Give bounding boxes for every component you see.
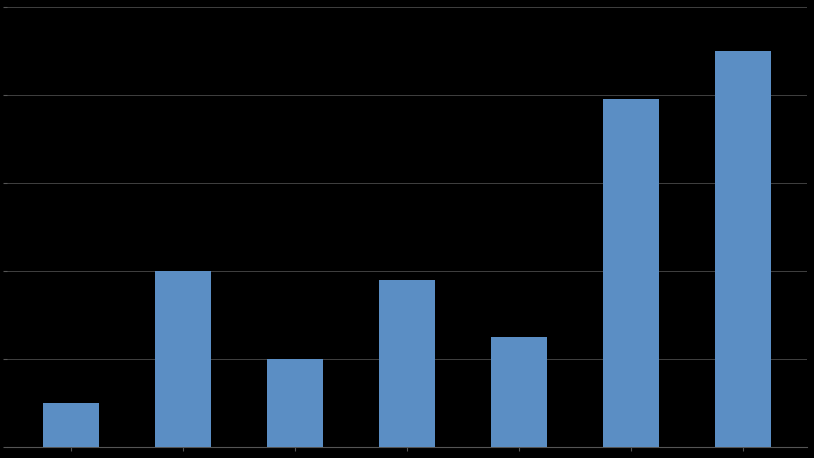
Bar: [43, 403, 99, 447]
Bar: [715, 51, 771, 447]
Bar: [379, 280, 435, 447]
Bar: [603, 99, 659, 447]
Bar: [155, 271, 211, 447]
Bar: [491, 337, 547, 447]
Bar: [267, 359, 323, 447]
